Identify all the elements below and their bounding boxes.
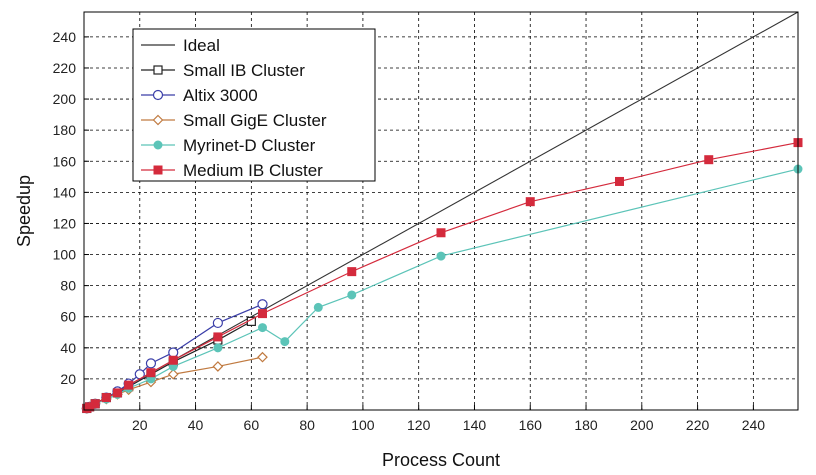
data-point (167, 368, 179, 380)
y-tick-label: 240 (53, 29, 77, 45)
tick-labels: 20 40 60 80 100 120 140 160 180 200 220 240 20 40 60 80… (53, 29, 766, 433)
legend-item: Small GigE Cluster (141, 111, 327, 130)
legend-item: Ideal (141, 36, 220, 55)
y-tick-label: 180 (53, 122, 77, 138)
data-point (212, 317, 223, 329)
data-point (146, 368, 156, 378)
data-point (258, 323, 267, 333)
x-tick-label: 220 (686, 417, 710, 433)
legend-item: Small IB Cluster (141, 61, 305, 80)
data-point (436, 251, 446, 261)
legend-label: Ideal (183, 36, 220, 55)
data-point (436, 228, 446, 238)
data-point (112, 388, 122, 398)
legend-swatch-marker (153, 65, 163, 75)
x-axis-title: Process Count (382, 450, 500, 470)
y-tick-label: 120 (53, 215, 77, 231)
y-tick-label: 160 (53, 153, 77, 169)
data-point (280, 337, 290, 347)
data-point (257, 299, 268, 310)
legend-item: Medium IB Cluster (141, 161, 323, 180)
data-point (101, 393, 111, 403)
y-tick-label: 60 (60, 309, 76, 325)
series-group (81, 11, 803, 414)
data-point (213, 332, 223, 342)
legend-item: Myrinet-D Cluster (141, 136, 316, 155)
legend: Ideal Small IB Cluster Altix 3000 Small Gig… (132, 28, 376, 182)
x-tick-label: 100 (351, 417, 375, 433)
legend-label: Altix 3000 (183, 86, 258, 105)
y-tick-label: 200 (53, 91, 77, 107)
data-point (124, 380, 134, 390)
x-tick-label: 60 (244, 417, 260, 433)
x-tick-label: 80 (299, 417, 315, 433)
legend-swatch-marker (153, 140, 163, 150)
legend-box (132, 28, 376, 182)
legend-swatch-marker (152, 89, 164, 101)
data-point (212, 361, 224, 372)
series-line (86, 142, 799, 409)
data-point (258, 309, 267, 319)
legend-swatch-marker (153, 165, 163, 175)
y-tick-label: 220 (53, 60, 77, 76)
y-tick-label: 100 (53, 247, 77, 263)
series-0 (83, 11, 799, 411)
data-point (168, 355, 178, 365)
data-point (257, 351, 268, 363)
x-tick-label: 40 (188, 417, 204, 433)
y-axis-title: Speedup (14, 175, 34, 247)
legend-item: Altix 3000 (141, 86, 258, 105)
data-point (90, 399, 100, 409)
x-tick-label: 180 (574, 417, 598, 433)
legend-label: Medium IB Cluster (183, 161, 323, 180)
x-tick-label: 160 (519, 417, 543, 433)
y-tick-label: 40 (60, 340, 76, 356)
y-tick-label: 140 (53, 184, 77, 200)
data-point (704, 155, 714, 165)
data-point (615, 176, 624, 186)
data-point (313, 302, 323, 312)
x-tick-label: 20 (132, 417, 148, 433)
y-tick-label: 20 (60, 371, 76, 387)
x-tick-label: 120 (407, 417, 431, 433)
x-tick-label: 240 (742, 417, 766, 433)
series-line (83, 11, 799, 411)
data-point (145, 358, 157, 369)
x-tick-label: 200 (630, 417, 654, 433)
data-point (347, 290, 357, 300)
legend-swatch-marker (152, 114, 164, 126)
data-point (213, 343, 223, 353)
data-point (525, 197, 535, 207)
legend-label: Small IB Cluster (183, 61, 305, 80)
y-tick-label: 80 (60, 278, 76, 294)
data-point (347, 267, 357, 277)
data-point (168, 347, 179, 358)
plot-frame (83, 11, 799, 411)
legend-label: Myrinet-D Cluster (183, 136, 316, 155)
x-tick-label: 140 (463, 417, 487, 433)
legend-label: Small GigE Cluster (183, 111, 327, 130)
